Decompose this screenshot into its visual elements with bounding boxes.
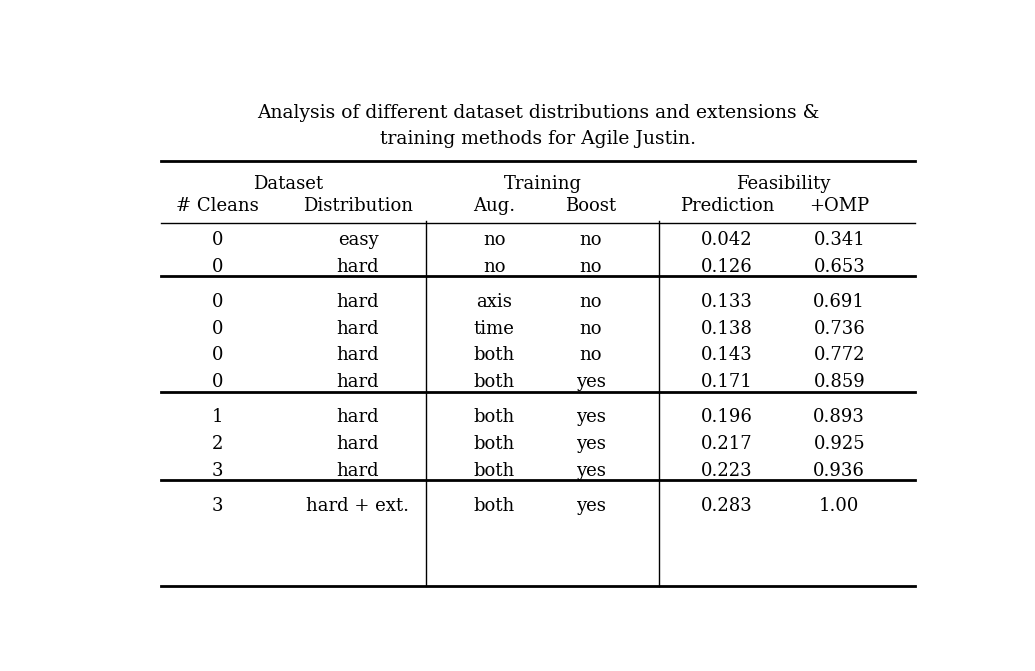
Text: yes: yes [575, 462, 605, 480]
Text: both: both [474, 346, 515, 364]
Text: time: time [474, 319, 514, 338]
Text: no: no [580, 293, 601, 311]
Text: 0.143: 0.143 [701, 346, 752, 364]
Text: Distribution: Distribution [303, 197, 413, 215]
Text: hard + ext.: hard + ext. [306, 497, 410, 515]
Text: 0: 0 [212, 293, 224, 311]
Text: 3: 3 [212, 462, 224, 480]
Text: Dataset: Dataset [253, 175, 323, 193]
Text: no: no [580, 231, 601, 249]
Text: 0.196: 0.196 [701, 409, 752, 426]
Text: 0: 0 [212, 373, 224, 391]
Text: 0.223: 0.223 [701, 462, 752, 480]
Text: 0.859: 0.859 [814, 373, 865, 391]
Text: 1.00: 1.00 [819, 497, 859, 515]
Text: hard: hard [336, 346, 379, 364]
Text: no: no [483, 231, 505, 249]
Text: 0.936: 0.936 [814, 462, 865, 480]
Text: 0.653: 0.653 [814, 258, 865, 276]
Text: no: no [580, 258, 601, 276]
Text: hard: hard [336, 373, 379, 391]
Text: Feasibility: Feasibility [736, 175, 830, 193]
Text: Boost: Boost [565, 197, 616, 215]
Text: 0.126: 0.126 [701, 258, 752, 276]
Text: # Cleans: # Cleans [176, 197, 259, 215]
Text: easy: easy [337, 231, 379, 249]
Text: yes: yes [575, 409, 605, 426]
Text: 0.691: 0.691 [814, 293, 865, 311]
Text: no: no [580, 319, 601, 338]
Text: no: no [483, 258, 505, 276]
Text: 0.893: 0.893 [814, 409, 865, 426]
Text: yes: yes [575, 497, 605, 515]
Text: 3: 3 [212, 497, 224, 515]
Text: hard: hard [336, 435, 379, 453]
Text: 0.217: 0.217 [701, 435, 752, 453]
Text: 0.772: 0.772 [814, 346, 865, 364]
Text: hard: hard [336, 462, 379, 480]
Text: 2: 2 [212, 435, 224, 453]
Text: 1: 1 [212, 409, 224, 426]
Text: hard: hard [336, 293, 379, 311]
Text: 0.042: 0.042 [701, 231, 752, 249]
Text: both: both [474, 497, 515, 515]
Text: 0: 0 [212, 231, 224, 249]
Text: hard: hard [336, 258, 379, 276]
Text: yes: yes [575, 373, 605, 391]
Text: 0: 0 [212, 258, 224, 276]
Text: training methods for Agile Justin.: training methods for Agile Justin. [381, 130, 697, 148]
Text: 0.171: 0.171 [701, 373, 752, 391]
Text: Prediction: Prediction [680, 197, 774, 215]
Text: 0: 0 [212, 319, 224, 338]
Text: Aug.: Aug. [473, 197, 515, 215]
Text: hard: hard [336, 319, 379, 338]
Text: 0: 0 [212, 346, 224, 364]
Text: Analysis of different dataset distributions and extensions &: Analysis of different dataset distributi… [258, 104, 820, 121]
Text: no: no [580, 346, 601, 364]
Text: both: both [474, 435, 515, 453]
Text: +OMP: +OMP [809, 197, 869, 215]
Text: 0.925: 0.925 [814, 435, 865, 453]
Text: 0.341: 0.341 [814, 231, 865, 249]
Text: 0.283: 0.283 [701, 497, 752, 515]
Text: axis: axis [476, 293, 512, 311]
Text: 0.736: 0.736 [814, 319, 865, 338]
Text: both: both [474, 373, 515, 391]
Text: 0.138: 0.138 [701, 319, 752, 338]
Text: both: both [474, 409, 515, 426]
Text: hard: hard [336, 409, 379, 426]
Text: Training: Training [503, 175, 582, 193]
Text: yes: yes [575, 435, 605, 453]
Text: both: both [474, 462, 515, 480]
Text: 0.133: 0.133 [701, 293, 752, 311]
